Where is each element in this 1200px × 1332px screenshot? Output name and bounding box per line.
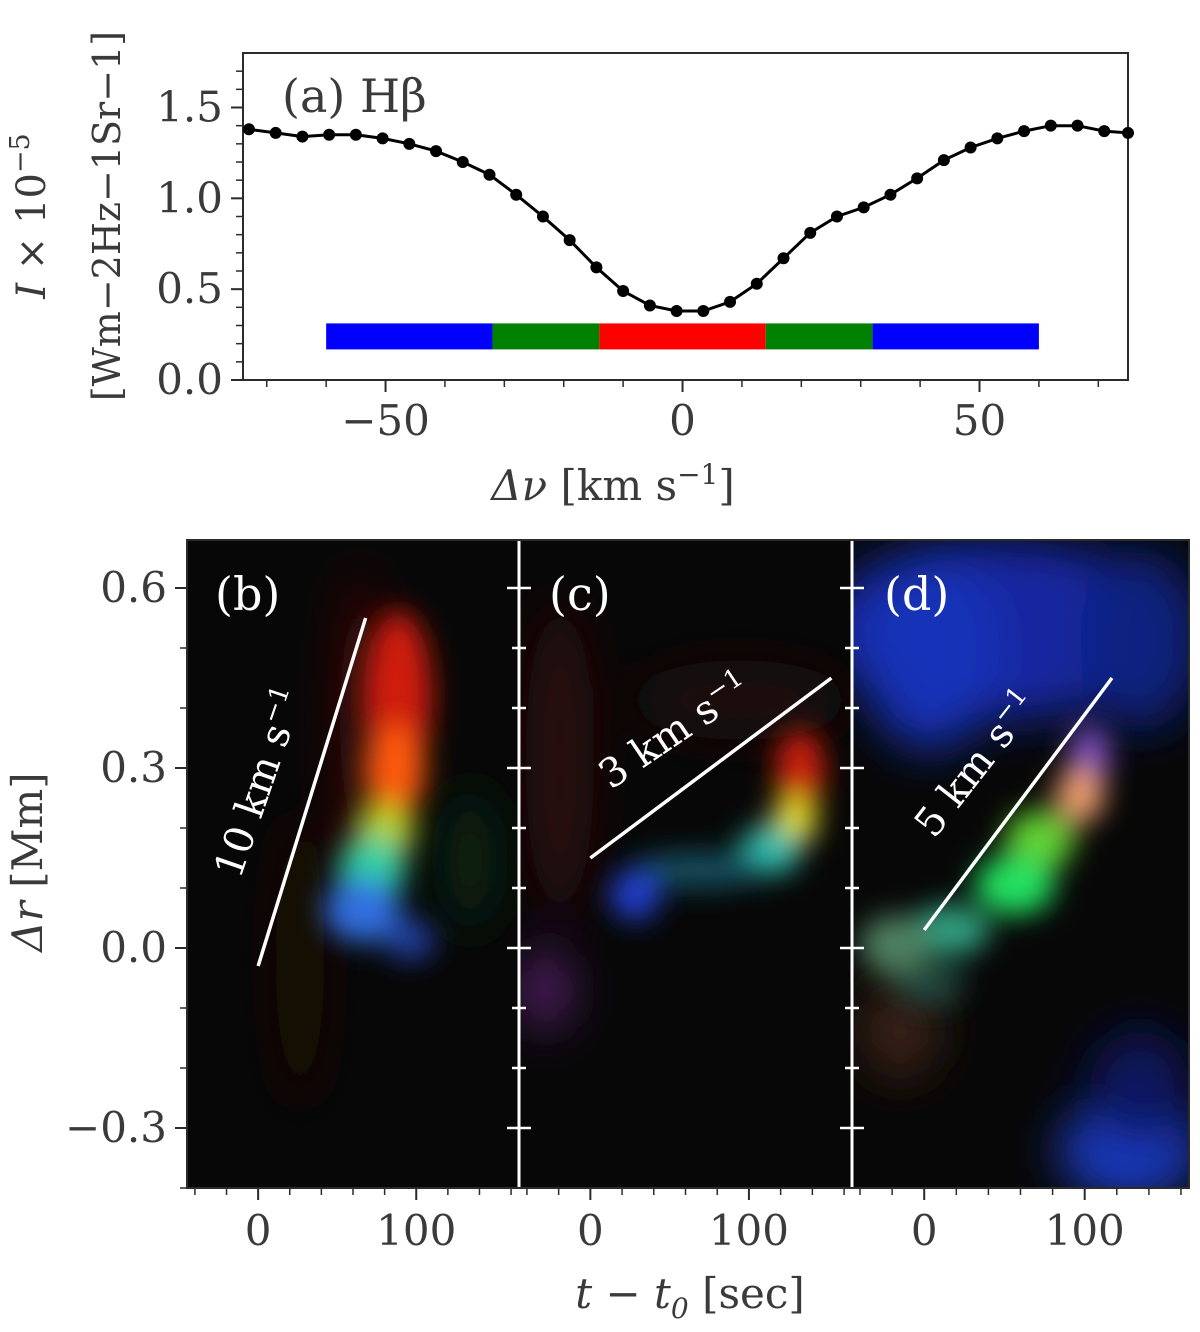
- heatmap-x-tick-label: 0: [911, 1206, 938, 1255]
- wavelength-color-bar: [326, 323, 1039, 350]
- data-point: [349, 128, 362, 141]
- panel-c-image: [521, 600, 850, 1030]
- panel-a: −50 0 50 0.0 0.5 1.0 1.5 (a) Hβ Δν [km s−1] I …: [5, 31, 1134, 510]
- data-point: [857, 201, 870, 214]
- panel-a-xlabel: Δν [km s−1]: [489, 458, 734, 510]
- color-bar-segment-1: [492, 323, 600, 350]
- x-tick-label: 0: [669, 396, 696, 445]
- x-tick-label: −50: [341, 396, 430, 445]
- data-point: [269, 126, 282, 139]
- panel-a-label: (a) Hβ: [282, 69, 427, 123]
- panel-a-axes: −50 0 50 0.0 0.5 1.0 1.5: [156, 70, 1100, 445]
- data-point: [643, 299, 656, 312]
- data-point: [804, 226, 817, 239]
- data-point: [1071, 119, 1084, 132]
- data-point: [937, 154, 950, 167]
- data-point: [323, 128, 336, 141]
- panel-d-label: (d): [884, 567, 949, 621]
- data-point: [242, 123, 255, 136]
- heatmap-xlabel: t − t0 [sec]: [575, 1269, 805, 1325]
- speed-line-d: [922, 676, 1114, 932]
- heatmap-y-tick-label: −0.3: [65, 1103, 167, 1152]
- panel-b-label: (b): [215, 567, 280, 621]
- heatmap-panels: 0 100 0 100 0 100 −0.3 0.0 0.3 0.6 (b) (c) (d) 10…: [3, 539, 1190, 1325]
- y-tick-label: 1.5: [156, 83, 223, 132]
- heatmap-x-tick-label: 0: [577, 1206, 604, 1255]
- y-tick-label: 0.5: [156, 264, 223, 313]
- data-point: [510, 188, 523, 201]
- y-tick-label: 0.0: [156, 355, 223, 404]
- data-point: [483, 168, 496, 181]
- heatmap-x-tick-label: 100: [376, 1206, 456, 1255]
- line-profile-points: [242, 119, 1134, 317]
- color-bar-segment-4: [872, 323, 1039, 350]
- data-point: [911, 172, 924, 185]
- data-point: [1098, 125, 1111, 138]
- data-point: [376, 132, 389, 145]
- data-point: [830, 210, 843, 223]
- color-bar-segment-2: [599, 323, 766, 350]
- data-point: [590, 261, 603, 274]
- line-profile-series: [248, 124, 1129, 313]
- heatmap-y-tick-label: 0.0: [100, 923, 167, 972]
- data-point: [563, 234, 576, 247]
- data-point: [1018, 125, 1031, 138]
- speed-line-c: [589, 676, 833, 860]
- panel-d-image: [852, 540, 1189, 1188]
- data-point: [1122, 126, 1134, 139]
- data-point: [430, 145, 443, 158]
- line-label: Hβ: [360, 69, 427, 123]
- data-point: [964, 141, 977, 154]
- heatmap-axes: 0 100 0 100 0 100 −0.3 0.0 0.3 0.6: [65, 563, 1182, 1255]
- data-point: [991, 132, 1004, 145]
- data-point: [403, 137, 416, 150]
- data-point: [536, 210, 549, 223]
- panel-a-ylabel-line1: I × 10−5: [5, 133, 55, 299]
- color-bar-segment-3: [765, 323, 873, 350]
- data-point: [750, 277, 763, 290]
- data-point: [1044, 119, 1057, 132]
- data-point: [884, 188, 897, 201]
- heatmap-x-tick-label: 100: [1045, 1206, 1125, 1255]
- heatmap-x-tick-label: 0: [245, 1206, 272, 1255]
- heatmap-ylabel: Δr [Mm]: [3, 772, 52, 953]
- panel-b-image: [275, 570, 492, 1110]
- x-tick-label: 50: [953, 396, 1006, 445]
- data-point: [296, 130, 309, 143]
- panel-a-ylabel-line2: [Wm−2Hz−1Sr−1]: [85, 31, 129, 401]
- heatmap-x-tick-label: 100: [709, 1206, 789, 1255]
- data-point: [670, 304, 683, 317]
- panel-c-label: (c): [549, 567, 611, 621]
- data-point: [456, 156, 469, 168]
- heatmap-frame: [186, 539, 1190, 1189]
- y-tick-label: 1.0: [156, 173, 223, 222]
- heatmap-y-tick-label: 0.3: [100, 743, 167, 792]
- data-point: [777, 252, 790, 265]
- data-point: [617, 284, 630, 297]
- data-point: [724, 295, 737, 308]
- heatmap-y-tick-label: 0.6: [100, 563, 167, 612]
- data-point: [697, 304, 710, 317]
- speed-line-b: [256, 617, 368, 967]
- speed-lines: [256, 617, 1114, 967]
- color-bar-segment-0: [326, 323, 493, 350]
